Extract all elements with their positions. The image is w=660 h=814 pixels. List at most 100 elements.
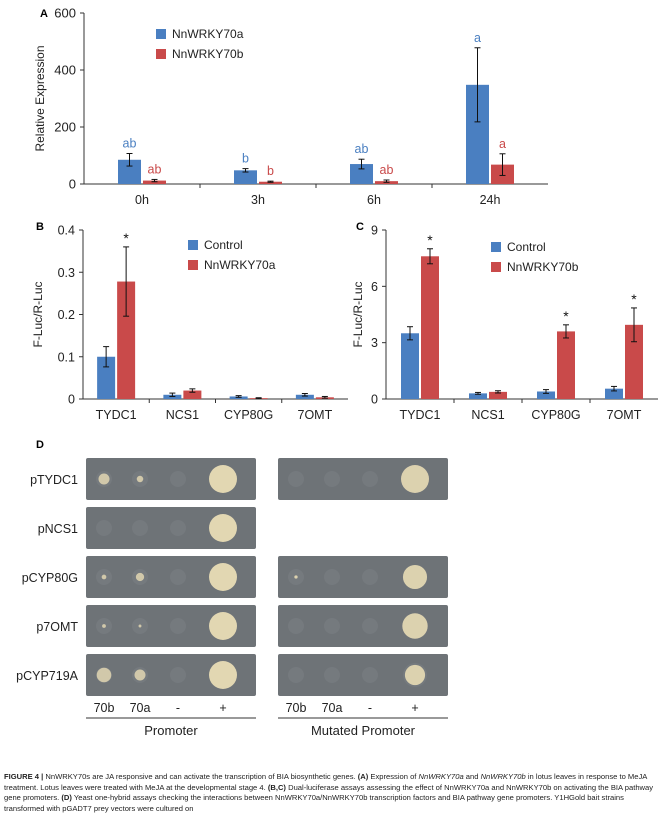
yeast-colony [209, 661, 237, 689]
bar [537, 391, 555, 399]
legend-label: NnWRKY70b [172, 47, 244, 61]
significance-letter: ab [380, 163, 394, 177]
y-tick-label: 9 [371, 224, 378, 238]
x-tick-label: 7OMT [298, 408, 333, 422]
yeast-colony [402, 613, 428, 639]
y-tick-label: 0.4 [58, 224, 75, 238]
bar [466, 84, 489, 184]
yeast-colony [102, 624, 106, 628]
yeast-colony [209, 563, 237, 591]
legend-swatch [156, 49, 166, 59]
caption-part2: Expression of [368, 772, 419, 781]
x-tick-label: 6h [367, 193, 381, 207]
spot-background [324, 471, 340, 487]
legend-swatch [491, 242, 501, 252]
dilution-column-label: + [219, 701, 226, 715]
yeast-colony [401, 465, 429, 493]
spot-background [362, 569, 378, 585]
legend-label: NnWRKY70b [507, 260, 579, 274]
significance-letter: b [267, 164, 274, 178]
panel-label-a: A [40, 8, 48, 20]
x-tick-label: 3h [251, 193, 265, 207]
dilution-column-label: 70b [94, 701, 115, 715]
dilution-column-label: 70a [130, 701, 151, 715]
x-tick-label: NCS1 [166, 408, 199, 422]
yeast-colony [135, 572, 145, 582]
yeast-colony [96, 667, 112, 683]
spot-background [170, 667, 186, 683]
y-tick-label: 0.2 [58, 308, 75, 322]
x-tick-label: CYP80G [531, 408, 580, 422]
significance-star: * [563, 308, 569, 324]
spot-background [132, 520, 148, 536]
spot-background [170, 618, 186, 634]
bar [557, 331, 575, 399]
caption-figure-label: FIGURE 4 | [4, 772, 44, 781]
caption-part5: Dual-luciferase assays assessing the eff… [4, 782, 654, 803]
bar [489, 391, 507, 399]
caption-italic-b: NnWRKY70b [480, 772, 526, 781]
legend-swatch [491, 262, 501, 272]
legend-swatch [188, 260, 198, 270]
y-tick-label: 0 [69, 177, 76, 192]
promoter-row-label: pTYDC1 [30, 473, 78, 487]
dilution-column-label: + [411, 701, 418, 715]
spot-background [170, 569, 186, 585]
yeast-colony [136, 475, 144, 483]
significance-star: * [631, 291, 637, 307]
caption-bold-a: (A) [357, 772, 369, 781]
y-tick-label: 6 [371, 280, 378, 294]
y-axis-title: F-Luc/R-Luc [351, 281, 365, 347]
y-axis-title: Relative Expression [33, 45, 47, 151]
bar [350, 164, 373, 184]
caption-part3: and [463, 772, 481, 781]
y-tick-label: 0 [68, 393, 75, 407]
caption-bold-d: (D) [61, 793, 72, 803]
spot-background [324, 569, 340, 585]
yeast-colony [138, 624, 142, 628]
promoter-row-label: pCYP80G [22, 571, 78, 585]
legend-label: Control [204, 238, 243, 252]
caption-part1: NnWRKY70s are JA responsive and can acti… [43, 772, 358, 781]
dilution-column-label: - [176, 701, 180, 715]
bar [259, 181, 282, 184]
caption-part4: in lotus leaves in response to MeJA trea… [4, 772, 647, 792]
dilution-column-label: 70b [286, 701, 307, 715]
yeast-colony [402, 564, 428, 590]
legend-swatch [156, 29, 166, 39]
significance-letter: ab [123, 137, 137, 151]
x-tick-label: 0h [135, 193, 149, 207]
significance-letter: a [499, 137, 506, 151]
bar [605, 388, 623, 399]
caption-part6: Yeast one-hybrid assays checking the int… [4, 793, 624, 813]
bar [469, 393, 487, 399]
significance-letter: ab [355, 142, 369, 156]
spot-background [362, 471, 378, 487]
bar [234, 170, 257, 184]
figure-caption: FIGURE 4 | NnWRKY70s are JA responsive a… [4, 772, 656, 814]
yeast-colony [209, 612, 237, 640]
spot-background [288, 667, 304, 683]
significance-star: * [427, 232, 433, 248]
spot-background [288, 618, 304, 634]
yeast-colony [134, 669, 146, 681]
x-tick-label: 24h [480, 193, 501, 207]
spot-background [324, 618, 340, 634]
legend-label: NnWRKY70a [172, 27, 244, 41]
mutated-promoter-title: Mutated Promoter [311, 723, 416, 738]
x-tick-label: CYP80G [224, 408, 273, 422]
promoter-row-label: pCYP719A [16, 669, 79, 683]
y-tick-label: 600 [54, 6, 76, 21]
bar [118, 159, 141, 184]
bar [401, 333, 419, 399]
spot-background [96, 520, 112, 536]
yeast-colony [294, 575, 298, 579]
yeast-colony [209, 514, 237, 542]
caption-bold-bc: (B,C) [267, 782, 286, 792]
y-tick-label: 0.1 [58, 350, 75, 364]
spot-background [324, 667, 340, 683]
bar [143, 180, 166, 184]
promoter-row-label: p7OMT [36, 620, 78, 634]
bar [183, 390, 202, 399]
